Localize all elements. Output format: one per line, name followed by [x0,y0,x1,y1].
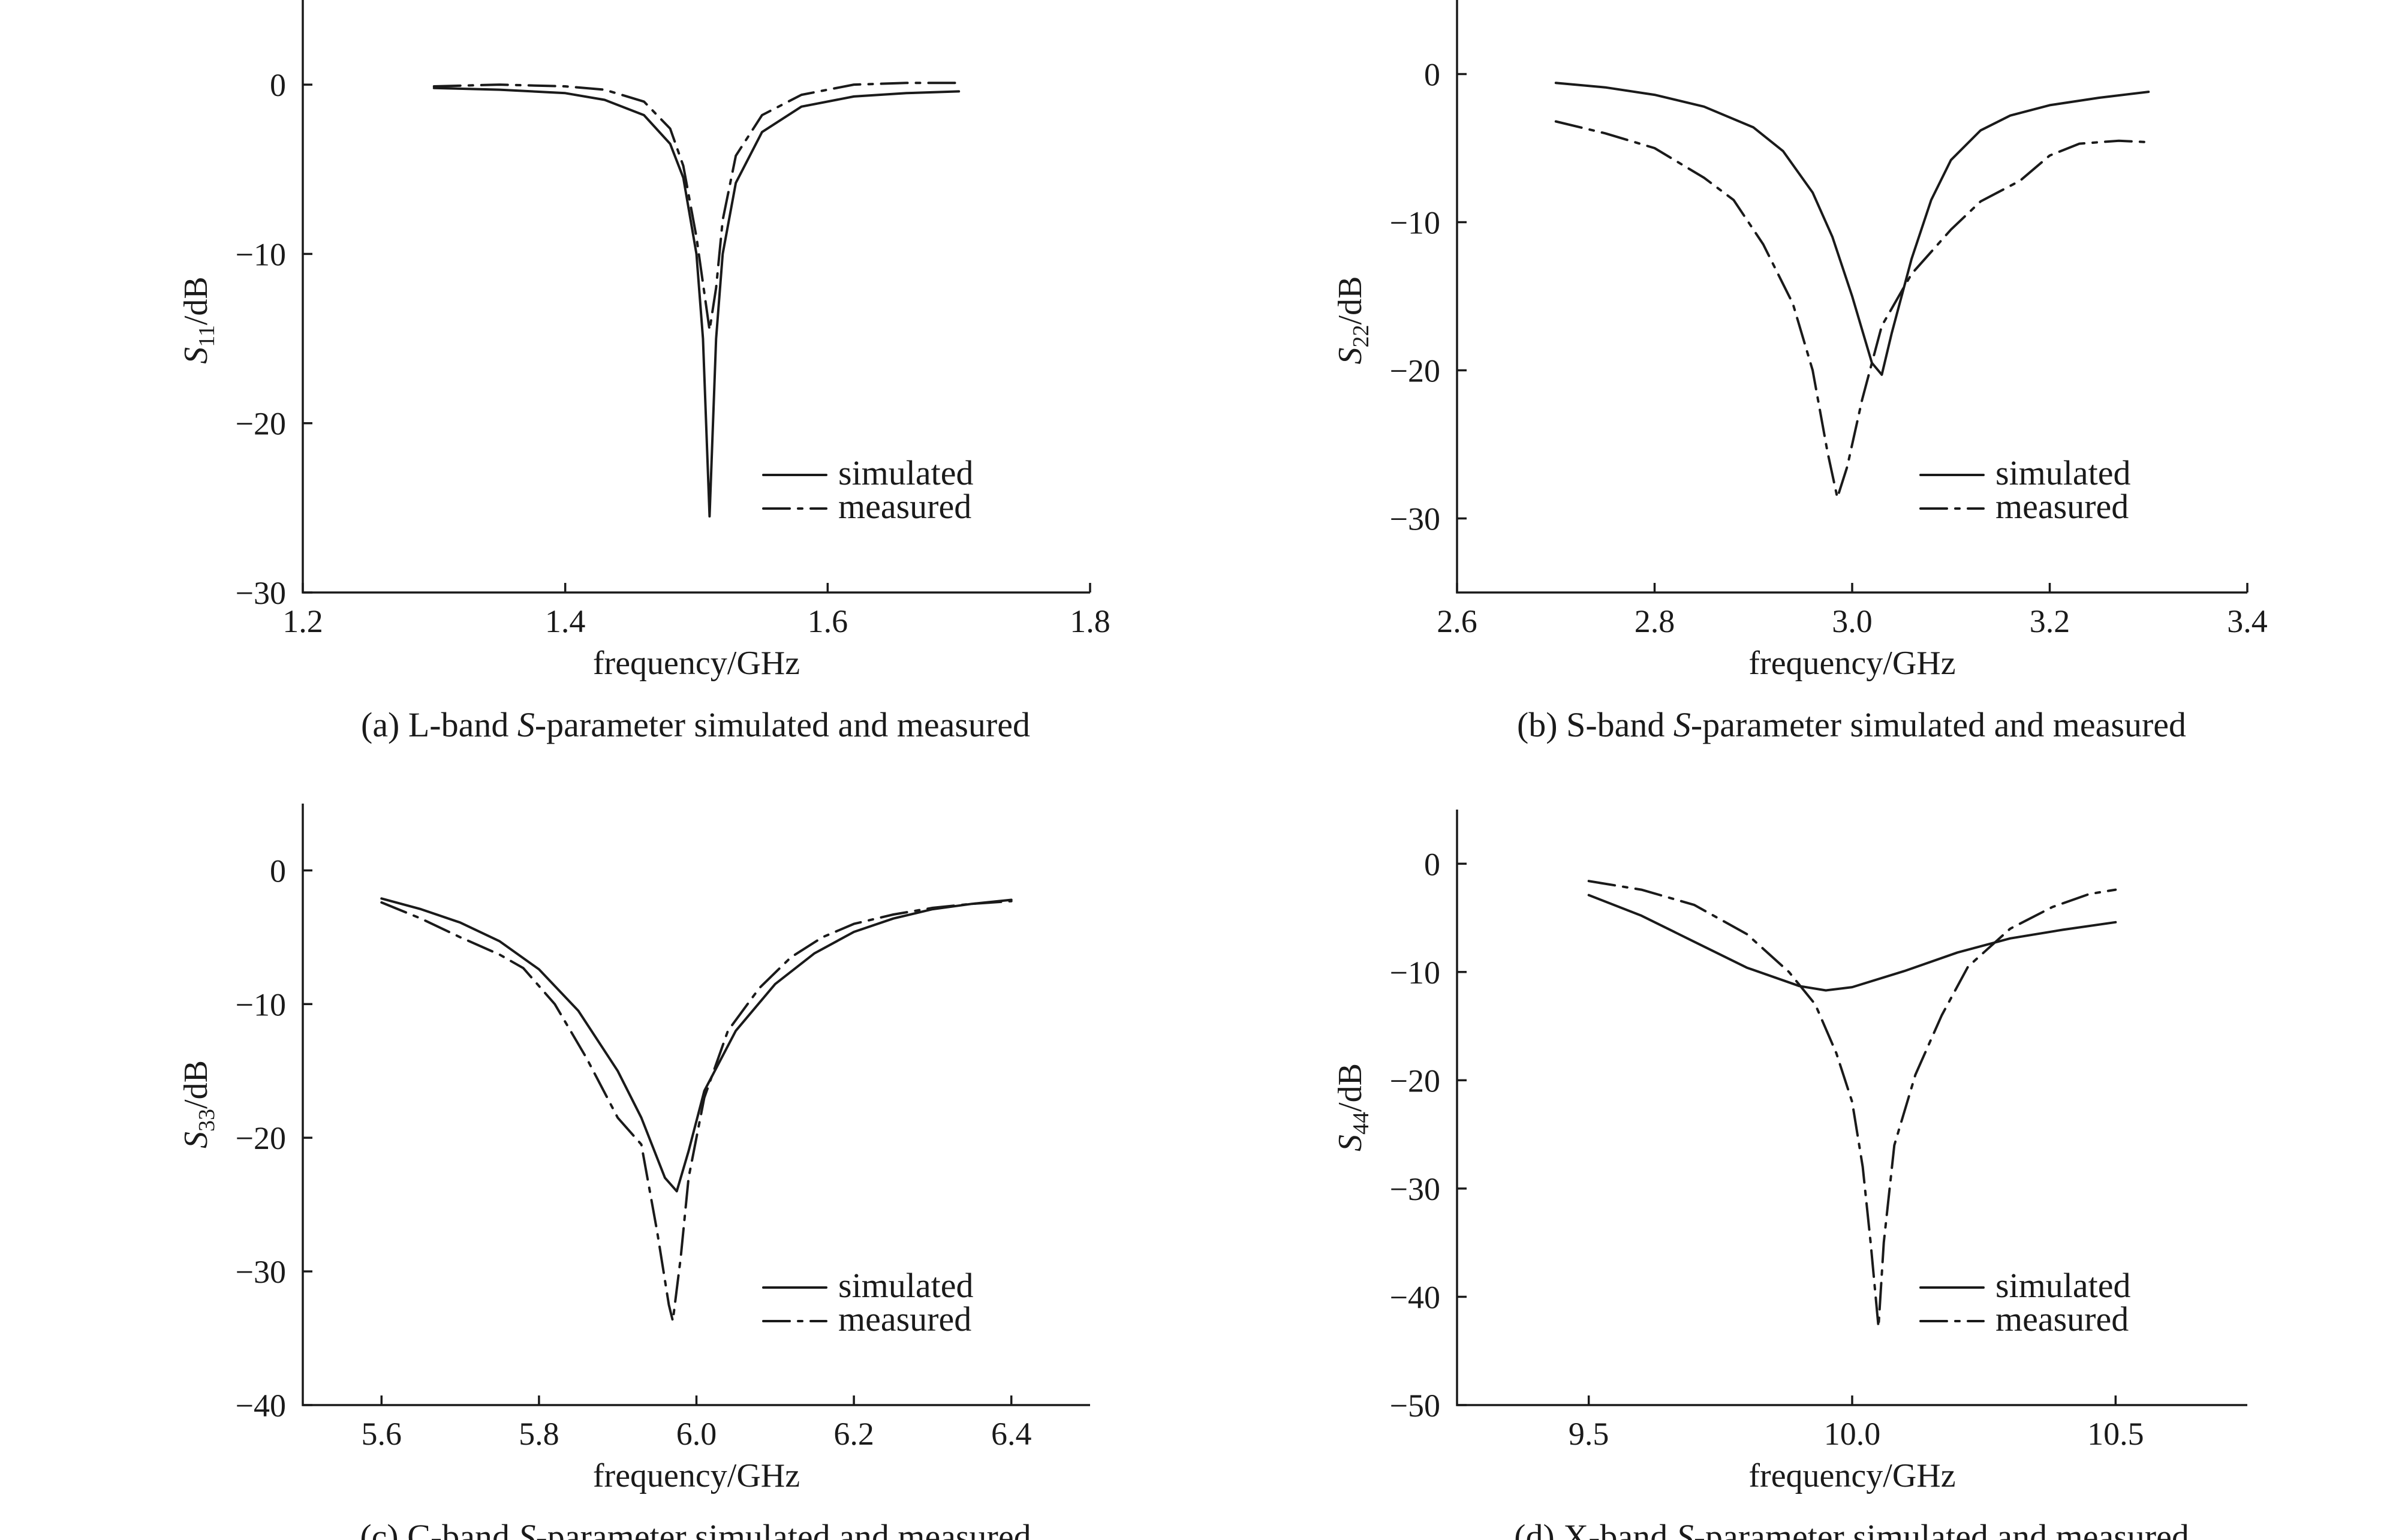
y-axis-title: S22/dB [1332,276,1374,365]
panel-caption: (b) S-band S-parameter simulated and mea… [1517,705,2186,744]
chart-panel-1: 1.2 1.4 1.6 1.8 −30 −20 −10 0 frequency/GHz S11/d… [177,0,1110,744]
y-axis-title: S44/dB [1332,1063,1374,1151]
y-tick-label: −10 [1390,955,1440,991]
x-tick-label: 5.6 [362,1416,402,1452]
y-axis-title: S33/dB [177,1060,219,1148]
x-tick-label: 5.8 [519,1416,559,1452]
legend-label-measured: measured [1995,487,2129,526]
x-tick-label: 6.4 [991,1416,1032,1452]
x-tick-label: 1.6 [808,603,848,639]
legend-label-measured: measured [838,1300,971,1339]
series-simulated-line [432,86,961,518]
panel-caption: (c) C-band S-parameter simulated and mea… [360,1517,1031,1540]
y-tick-label: 0 [1424,846,1440,882]
chart-panel-2: 2.6 2.8 3.0 3.2 3.4 −30 −20 −10 0 frequency/GHz S2… [1332,0,2268,744]
x-tick-label: 2.6 [1437,603,1477,639]
x-tick-label: 6.2 [833,1416,874,1452]
y-tick-label: −20 [1390,353,1440,389]
y-tick-label: −20 [1390,1063,1440,1099]
y-tick-label: −30 [1390,1171,1440,1207]
x-tick-label: 3.0 [1832,603,1873,639]
x-tick-label: 10.0 [1824,1416,1881,1452]
series-simulated-line [1587,894,2117,992]
axes [1456,810,2247,1406]
axes [302,0,1090,594]
series-measured-line [1587,880,2117,1328]
series-measured-line [432,82,961,332]
y-tick-label: −30 [1390,501,1440,537]
y-tick-label: −40 [236,1388,286,1424]
legend-label-simulated: simulated [838,453,974,492]
y-axis-title: S11/dB [177,276,219,364]
x-tick-label: 1.2 [282,603,323,639]
y-tick-label: 0 [270,67,286,103]
y-tick-label: −20 [236,406,286,442]
panel-caption: (d) X-band S-parameter simulated and mea… [1514,1517,2189,1540]
x-tick-label: 10.5 [2087,1416,2144,1452]
x-axis-title: frequency/GHz [593,1457,800,1494]
x-tick-label: 2.8 [1635,603,1675,639]
y-tick-label: −40 [1390,1279,1440,1315]
series-measured-line [1554,120,2150,499]
y-tick-label: −30 [236,575,286,611]
y-tick-label: 0 [1424,57,1440,93]
legend-label-simulated: simulated [838,1266,974,1305]
x-tick-label: 1.8 [1070,603,1110,639]
legend-label-simulated: simulated [1995,1266,2131,1305]
x-axis-title: frequency/GHz [1748,645,1955,682]
y-tick-label: −10 [236,986,286,1022]
series-simulated-line [380,897,1013,1193]
y-tick-label: −10 [1390,205,1440,241]
legend-label-simulated: simulated [1995,453,2131,492]
x-axis-title: frequency/GHz [593,645,800,682]
chart-panel-3: 5.6 5.8 6.0 6.2 6.4 −40 −30 −20 −10 0 frequency/GH… [177,804,1090,1540]
y-tick-label: 0 [270,853,286,889]
legend-label-measured: measured [838,487,971,526]
x-tick-label: 1.4 [545,603,586,639]
y-tick-label: −30 [236,1254,286,1290]
legend-label-measured: measured [1995,1300,2129,1339]
x-tick-label: 6.0 [676,1416,717,1452]
y-tick-label: −10 [236,236,286,272]
x-tick-label: 9.5 [1569,1416,1609,1452]
x-tick-label: 3.2 [2030,603,2070,639]
y-tick-label: −20 [236,1120,286,1156]
axes [302,804,1090,1406]
series-measured-line [380,900,1013,1322]
x-axis-title: frequency/GHz [1748,1457,1955,1494]
x-tick-label: 3.4 [2227,603,2268,639]
chart-panel-4: 9.5 10.0 10.5 −50 −40 −30 −20 −10 0 frequency/GHz… [1332,810,2247,1540]
series-simulated-line [1554,82,2150,376]
panel-caption: (a) L-band S-parameter simulated and mea… [361,705,1030,744]
y-tick-label: −50 [1390,1388,1440,1424]
